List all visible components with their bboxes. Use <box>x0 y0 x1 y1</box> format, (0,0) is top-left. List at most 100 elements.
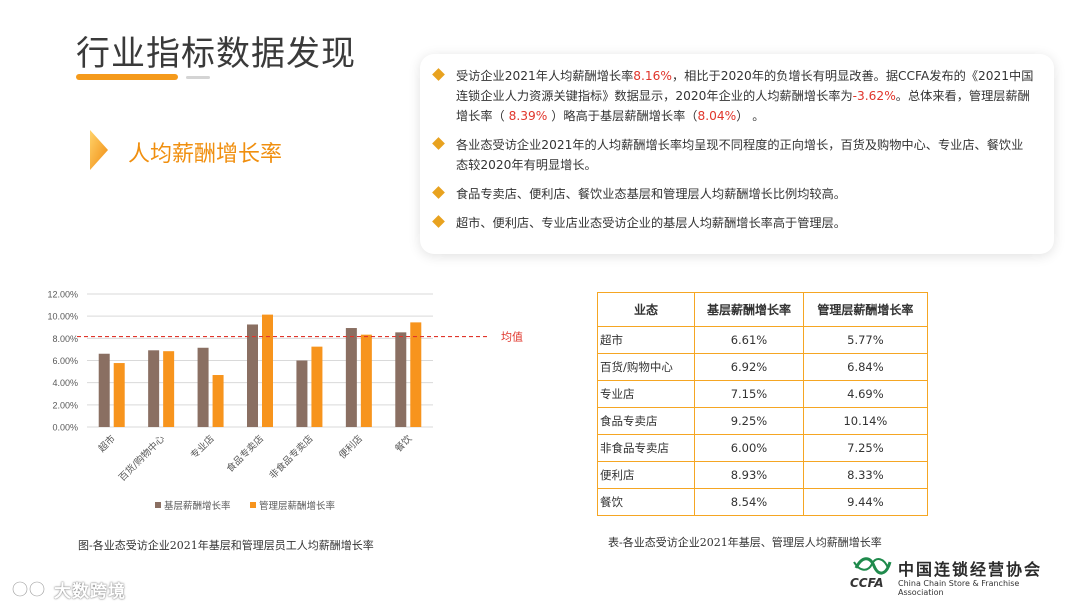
chart-caption: 图-各业态受访企业2021年基层和管理层员工人均薪酬增长率 <box>78 539 374 552</box>
logo-cn-name: 中国连锁经营协会 <box>898 560 1043 579</box>
table-row: 食品专卖店 9.25% 10.14% <box>596 407 929 435</box>
data-table: 业态 基层薪酬增长率 管理层薪酬增长率 超市 6.61% 5.77% 百货/购物中心 6… <box>596 292 929 516</box>
y-tick-label: 2.00% <box>52 400 78 410</box>
finding-text: ） 。 <box>736 109 765 123</box>
x-tick-label: 专业店 <box>188 433 217 462</box>
bar-base <box>197 347 209 427</box>
table-cell-value: 8.33% <box>802 461 929 489</box>
table-header-cell: 管理层薪酬增长率 <box>802 292 929 327</box>
watermark: 大数跨境 <box>10 574 150 602</box>
legend-swatch <box>155 502 161 508</box>
bar-mgmt <box>212 375 224 427</box>
table-header-cell: 业态 <box>596 292 696 327</box>
finding-text: 食品专卖店、便利店、餐饮业态基层和管理层人均薪酬增长比例均较高。 <box>456 187 846 201</box>
bar-base <box>247 324 258 427</box>
y-tick-label: 10.00% <box>47 312 78 322</box>
bar-base <box>148 350 160 427</box>
legend-label: 基层薪酬增长率 <box>164 500 231 512</box>
table-header-cell: 基层薪酬增长率 <box>694 292 804 327</box>
x-tick-label: 百货/购物中心 <box>116 432 167 483</box>
bar-chart: 0.00% 2.00% 4.00% 6.00% 8.00% 10.00% 12.00% 超市百… <box>47 290 523 513</box>
table-cell-category: 非食品专卖店 <box>596 434 696 462</box>
table-row: 超市 6.61% 5.77% <box>596 326 929 354</box>
table-cell-category: 食品专卖店 <box>596 407 696 435</box>
bar-mgmt <box>360 334 372 427</box>
table-cell-value: 8.93% <box>694 461 804 489</box>
findings-list: 受访企业2021年人均薪酬增长率8.16%，相比于2020年的负增长有明显改善。… <box>432 66 1034 233</box>
table-row: 百货/购物中心 6.92% 6.84% <box>596 353 929 381</box>
y-tick-label: 0.00% <box>52 423 78 433</box>
finding-text: 。总体来看，管理层薪酬增长率（ <box>456 89 1030 123</box>
table-row: 非食品专卖店 6.00% 7.25% <box>596 434 929 462</box>
title-underline-accent <box>186 76 210 79</box>
section-title: 人均薪酬增长率 <box>128 142 283 167</box>
legend-swatch <box>250 502 256 508</box>
logo-abbr: CCFA <box>850 576 884 590</box>
table-cell-value: 7.15% <box>694 380 804 408</box>
diamond-bullet-icon <box>432 215 445 228</box>
bar-mgmt <box>163 351 175 427</box>
watermark-text: 大数跨境 <box>54 582 126 602</box>
table-cell-category: 专业店 <box>596 380 696 408</box>
finding-highlight: 8.16% <box>633 69 672 83</box>
x-tick-label: 超市 <box>96 432 118 454</box>
x-tick-label: 便利店 <box>336 433 365 462</box>
average-line-label: 均值 <box>501 331 523 344</box>
table-cell-value: 6.92% <box>694 353 804 381</box>
table-header-row: 业态 基层薪酬增长率 管理层薪酬增长率 <box>596 292 929 327</box>
finding-text: 受访企业2021年人均薪酬增长率 <box>456 69 634 83</box>
table-cell-value: 6.84% <box>802 353 929 381</box>
y-tick-label: 12.00% <box>47 290 78 300</box>
table-cell-value: 5.77% <box>802 326 929 354</box>
logo-en-name: China Chain Store & Franchise Associatio… <box>898 579 1020 597</box>
bar-mgmt <box>410 322 422 427</box>
table-cell-value: 9.44% <box>802 488 929 516</box>
bar-base <box>395 332 407 427</box>
table-cell-category: 便利店 <box>596 461 696 489</box>
bar-mgmt <box>262 314 273 427</box>
finding-text: 各业态受访企业2021年的人均薪酬增长率均呈现不同程度的正向增长，百货及购物中心… <box>456 138 1024 172</box>
table-cell-value: 4.69% <box>802 380 929 408</box>
y-tick-label: 8.00% <box>52 334 78 344</box>
diamond-bullet-icon <box>432 137 445 150</box>
table-caption: 表-各业态受访企业2021年基层、管理层人均薪酬增长率 <box>608 536 882 549</box>
table-cell-value: 6.00% <box>694 434 804 462</box>
table-row: 专业店 7.15% 4.69% <box>596 380 929 408</box>
x-tick-label: 食品专卖店 <box>224 433 266 475</box>
bar-mgmt <box>113 363 125 427</box>
y-tick-label: 6.00% <box>52 356 78 366</box>
table-cell-value: 6.61% <box>694 326 804 354</box>
ccfa-logo-icon <box>853 557 892 575</box>
table-cell-category: 超市 <box>596 326 696 354</box>
diamond-bullet-icon <box>432 186 445 199</box>
finding-text: ，相比于2020年的负增长有明显改善。据CCFA发布的《2021中国连锁企业人力… <box>456 69 1034 103</box>
finding-highlight: 8.04% <box>697 109 737 123</box>
bar-base <box>296 360 308 427</box>
bar-mgmt <box>311 346 323 427</box>
table-cell-value: 8.54% <box>694 488 804 516</box>
finding-text: 超市、便利店、专业店业态受访企业的基层人均薪酬增长率高于管理层。 <box>456 216 846 230</box>
finding-highlight: -3.62% <box>852 89 896 103</box>
finding-item: 受访企业2021年人均薪酬增长率8.16%，相比于2020年的负增长有明显改善。… <box>432 66 1034 126</box>
table-row: 餐饮 8.54% 9.44% <box>596 488 929 516</box>
watermark-icon <box>11 580 46 598</box>
x-tick-label: 非食品专卖店 <box>267 433 316 482</box>
ccfa-logo: CCFA 中国连锁经营协会 China Chain Store & Franch… <box>846 554 1056 597</box>
table-cell-category: 餐饮 <box>596 488 696 516</box>
table-cell-value: 7.25% <box>802 434 929 462</box>
findings-box: 受访企业2021年人均薪酬增长率8.16%，相比于2020年的负增长有明显改善。… <box>420 54 1054 254</box>
y-tick-label: 4.00% <box>52 378 78 388</box>
table-cell-value: 9.25% <box>694 407 804 435</box>
finding-item: 各业态受访企业2021年的人均薪酬增长率均呈现不同程度的正向增长，百货及购物中心… <box>432 135 1034 175</box>
table-cell-category: 百货/购物中心 <box>596 353 696 381</box>
finding-highlight: 8.39% <box>508 109 548 123</box>
bar-base <box>98 353 110 427</box>
table-row: 便利店 8.93% 8.33% <box>596 461 929 489</box>
section-arrow-icon <box>90 130 108 170</box>
finding-item: 食品专卖店、便利店、餐饮业态基层和管理层人均薪酬增长比例均较高。 <box>432 184 1034 204</box>
x-tick-label: 餐饮 <box>392 432 414 454</box>
finding-item: 超市、便利店、专业店业态受访企业的基层人均薪酬增长率高于管理层。 <box>432 213 1034 233</box>
bar-base <box>345 328 357 427</box>
page-title: 行业指标数据发现 <box>76 34 356 74</box>
table-cell-value: 10.14% <box>802 407 929 435</box>
